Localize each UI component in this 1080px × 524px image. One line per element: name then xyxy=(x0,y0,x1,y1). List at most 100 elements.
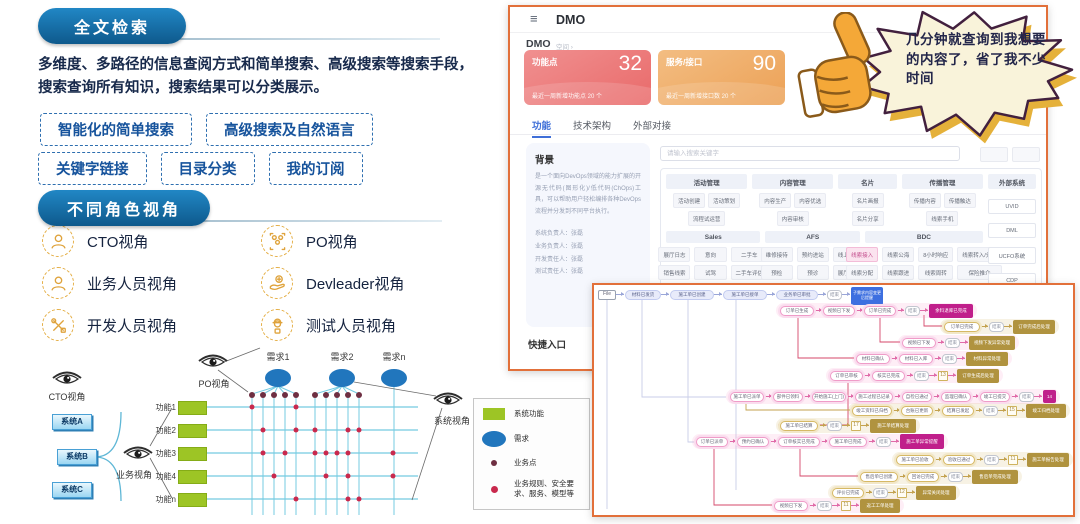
flow-node-pink[interactable]: 施工单已派单 xyxy=(730,392,764,402)
flow-node-pink[interactable]: 部件已领料 xyxy=(773,392,803,402)
grid-button[interactable]: 名片画报 xyxy=(851,193,884,208)
flow-node-pink[interactable]: 竣工已提交 xyxy=(980,392,1010,402)
flow-node-tanbox[interactable]: 施工单报告处理 xyxy=(1027,453,1069,467)
grid-button[interactable]: 活动策划 xyxy=(708,193,741,208)
grid-button[interactable]: 线索分配 xyxy=(846,265,879,280)
flow-node-tan[interactable]: 结算已发起 xyxy=(942,406,974,416)
menu-icon[interactable]: ≡ xyxy=(530,11,538,26)
grid-button[interactable]: 维修接待 xyxy=(760,247,793,262)
grid-button[interactable]: 名片分享 xyxy=(851,211,884,226)
flow-node-end: 结束 xyxy=(983,406,998,416)
flow-node-pink[interactable]: 订单已生成 xyxy=(780,306,814,316)
flow-node-blue[interactable]: 子需求内容变更后提醒 xyxy=(851,287,883,305)
grid-button[interactable]: 线索周转 xyxy=(918,265,954,280)
flow-node-pink[interactable]: 材料已确认 xyxy=(856,354,890,364)
system-box: 系统A xyxy=(52,414,92,430)
flow-node-pink[interactable]: 自检已通过 xyxy=(902,392,932,402)
flow-node-pink[interactable]: 材料已入库 xyxy=(899,354,933,364)
grid-button[interactable]: 线索手机 xyxy=(926,211,959,226)
search-input[interactable] xyxy=(660,146,960,161)
grid-button[interactable]: 预约进站 xyxy=(796,247,829,262)
grid-button[interactable]: 内容生产 xyxy=(759,193,792,208)
flow-node-tan[interactable]: 评价已完成 xyxy=(832,488,864,498)
stat-card-subtitle: 最近一周新增接口数 20 个 xyxy=(666,94,737,100)
grid-button[interactable]: DML xyxy=(988,223,1036,238)
function-box xyxy=(178,424,207,438)
grid-button[interactable]: 传播内容 xyxy=(908,193,941,208)
tab-外部对接[interactable]: 外部对接 xyxy=(633,121,672,132)
green-rect-swatch xyxy=(482,408,506,420)
tab-功能[interactable]: 功能 xyxy=(532,118,552,138)
flow-node-tanbox[interactable]: 施工单结算处理 xyxy=(870,419,916,433)
grid-button[interactable]: 流程试运营 xyxy=(687,211,726,226)
flow-node-tan[interactable]: 验收已通过 xyxy=(943,455,975,465)
grid-button[interactable]: UVID xyxy=(988,199,1036,214)
grid-button[interactable]: 内容优选 xyxy=(794,193,827,208)
grid-button[interactable]: 线索接入 xyxy=(846,247,879,262)
flow-connector xyxy=(814,308,822,312)
flow-node-file[interactable]: File xyxy=(598,290,616,300)
flow-node-tan[interactable]: 施工单已验收 xyxy=(896,455,934,465)
toolbar-chip[interactable] xyxy=(1012,147,1040,162)
flow-node-pink[interactable]: 订单已完成 xyxy=(864,306,896,316)
grid-button[interactable]: 意向 xyxy=(694,247,727,262)
flow-node-pink[interactable]: 视频已下发 xyxy=(823,306,855,316)
grid-button[interactable]: 线索跟进 xyxy=(882,265,915,280)
grid-button[interactable]: 展厅日志 xyxy=(658,247,691,262)
flow-node-pink[interactable]: 核实已完成 xyxy=(872,371,905,381)
flow-node-end: 结束 xyxy=(876,437,891,447)
flow-node-pink[interactable]: 视频已下发 xyxy=(902,338,936,348)
flow-node-tanbox[interactable]: 售后单完成处理 xyxy=(972,470,1018,484)
flow-node-tan[interactable]: 施工单已结算 xyxy=(780,421,818,431)
flow-node-pink[interactable]: 订单已审核 xyxy=(830,371,863,381)
flow-node-pink[interactable]: 监理已确认 xyxy=(941,392,971,402)
flow-node-tanbox[interactable]: 竣工归档处理 xyxy=(1026,404,1066,418)
flow-node-lav[interactable]: 材料已发货 xyxy=(625,290,661,300)
grid-group-header: 外部系统 xyxy=(988,174,1036,189)
flow-node-magenta[interactable]: 余料退库已完成 xyxy=(929,304,973,318)
flow-node-magenta[interactable]: 14 xyxy=(1043,390,1056,403)
toolbar-chip[interactable] xyxy=(980,147,1008,162)
grid-button[interactable]: 二手车 xyxy=(730,247,769,262)
flow-node-tan[interactable]: 竣工资料已归档 xyxy=(852,406,892,416)
flow-node-lav[interactable]: 施工单已接单 xyxy=(723,290,767,300)
flow-node-pink[interactable]: 预约已确认 xyxy=(737,437,769,447)
grid-button[interactable]: 预诊 xyxy=(796,265,829,280)
grid-top-groups: 活动管理 活动创建 活动策划 流程试运营 内容管理 内容生产 内容优选 内容审核 名片 名片画报名… xyxy=(666,174,984,226)
grid-button[interactable]: 活动创建 xyxy=(673,193,706,208)
flow-node-tan[interactable]: 台账已更新 xyxy=(901,406,933,416)
grid-group-header: 内容管理 xyxy=(752,174,834,189)
flow-node-lav[interactable]: 业务单已审批 xyxy=(776,290,818,300)
flow-node-magenta[interactable]: 施工单异常提醒 xyxy=(900,434,944,449)
grid-button[interactable]: 预检 xyxy=(760,265,793,280)
flow-node-pink[interactable]: 施工过程已记录 xyxy=(855,392,893,402)
flow-node-pink[interactable]: 订单已派单 xyxy=(696,437,728,447)
grid-button[interactable]: 传播触达 xyxy=(943,193,976,208)
flow-node-pink[interactable]: 视频已下发 xyxy=(774,501,808,511)
flow-node-tanbox[interactable]: 返工工单处理 xyxy=(860,499,900,513)
flow-node-tanbox[interactable]: 订单生成后处理 xyxy=(957,369,999,383)
tab-技术架构[interactable]: 技术架构 xyxy=(573,121,612,132)
testimonial-text: 几分钟就查询到我想要的内容了，省了我不少时间 xyxy=(906,32,1046,87)
grid-button[interactable]: 试驾 xyxy=(694,265,727,280)
grid-button[interactable]: 线索公海 xyxy=(882,247,915,262)
flow-node-tan[interactable]: 订单已完成 xyxy=(944,322,980,332)
grid-button[interactable]: 8小时响应 xyxy=(918,247,954,262)
flow-node-pink[interactable]: 施工单已完成 xyxy=(829,437,867,447)
stat-card: 服务/接口 90 最近一周新增接口数 20 个 xyxy=(658,50,785,105)
flow-node-tanbox[interactable]: 视频下发异常处理 xyxy=(969,336,1015,350)
grid-button[interactable]: 内容审核 xyxy=(776,211,809,226)
flow-node-tanbox[interactable]: 订单完成后处理 xyxy=(1013,320,1055,334)
flow-node-end: 结束 xyxy=(827,421,842,431)
flow-node-tan[interactable]: 回访已完成 xyxy=(907,472,939,482)
flow-node-tanbox[interactable]: 异常关闭处理 xyxy=(916,486,956,500)
flow-node-tan[interactable]: 售后单已创建 xyxy=(860,472,898,482)
role-label: 开发人员视角 xyxy=(87,317,178,335)
flow-node-tanbox[interactable]: 材料异常处理 xyxy=(966,352,1008,366)
flow-node-pink[interactable]: 开始施工(上门) xyxy=(812,392,846,402)
flow-node-lav[interactable]: 施工单已创建 xyxy=(670,290,714,300)
flow-node-num: 17 xyxy=(851,421,861,431)
grid-button[interactable]: UCFO系统 xyxy=(988,247,1036,264)
grid-button[interactable]: 销售线索 xyxy=(658,265,691,280)
flow-node-pink[interactable]: 订单核实已完成 xyxy=(778,437,820,447)
